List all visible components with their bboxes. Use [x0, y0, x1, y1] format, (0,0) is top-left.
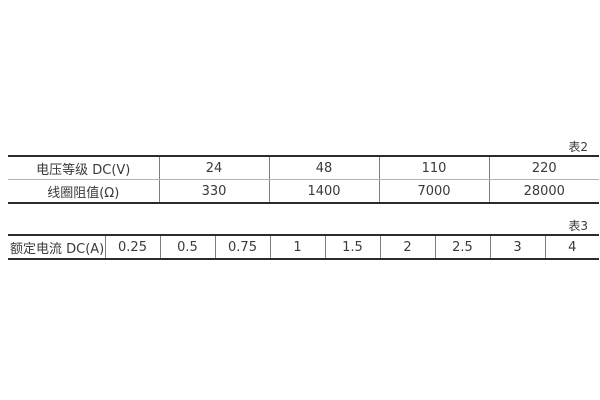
resistance-value-cell: 330 [158, 179, 269, 203]
rated-current-row-label: 额定电流 DC(A) [10, 241, 105, 257]
voltage-level-row-label: 电压等级 DC(V) [8, 156, 159, 180]
voltage-value-cell: 110 [378, 156, 489, 180]
voltage-value-cell: 48 [268, 156, 379, 180]
current-value-cell: 0.25 [104, 235, 160, 259]
resistance-value-cell: 28000 [488, 179, 599, 203]
table2-caption: 表2 [568, 140, 588, 154]
table3-rated-current: 额定电流 DC(A) 0.25 0.5 0.75 1 1.5 2 2.5 3 4 [8, 234, 599, 260]
resistance-value-cell: 1400 [268, 179, 379, 203]
table2-voltage-resistance: 电压等级 DC(V) 24 48 110 220 线圈阻值(Ω) 330 140… [8, 155, 599, 204]
current-value-cell: 3 [489, 235, 545, 259]
current-value-cell: 0.5 [159, 235, 215, 259]
coil-resistance-row: 线圈阻值(Ω) 330 1400 7000 28000 [8, 179, 599, 203]
resistance-value-cell: 7000 [378, 179, 489, 203]
current-value-cell: 1 [269, 235, 325, 259]
voltage-value-cell: 24 [158, 156, 269, 180]
table3-caption: 表3 [568, 219, 588, 233]
current-value-cell: 2 [379, 235, 435, 259]
current-value-cell: 1.5 [324, 235, 380, 259]
coil-resistance-row-label: 线圈阻值(Ω) [47, 185, 120, 201]
current-value-cell: 0.75 [214, 235, 270, 259]
current-value-cell: 2.5 [434, 235, 490, 259]
voltage-level-row: 电压等级 DC(V) 24 48 110 220 [8, 156, 599, 180]
rated-current-row: 额定电流 DC(A) 0.25 0.5 0.75 1 1.5 2 2.5 3 4 [8, 235, 599, 259]
voltage-value-cell: 220 [488, 156, 599, 180]
current-value-cell: 4 [544, 235, 599, 259]
